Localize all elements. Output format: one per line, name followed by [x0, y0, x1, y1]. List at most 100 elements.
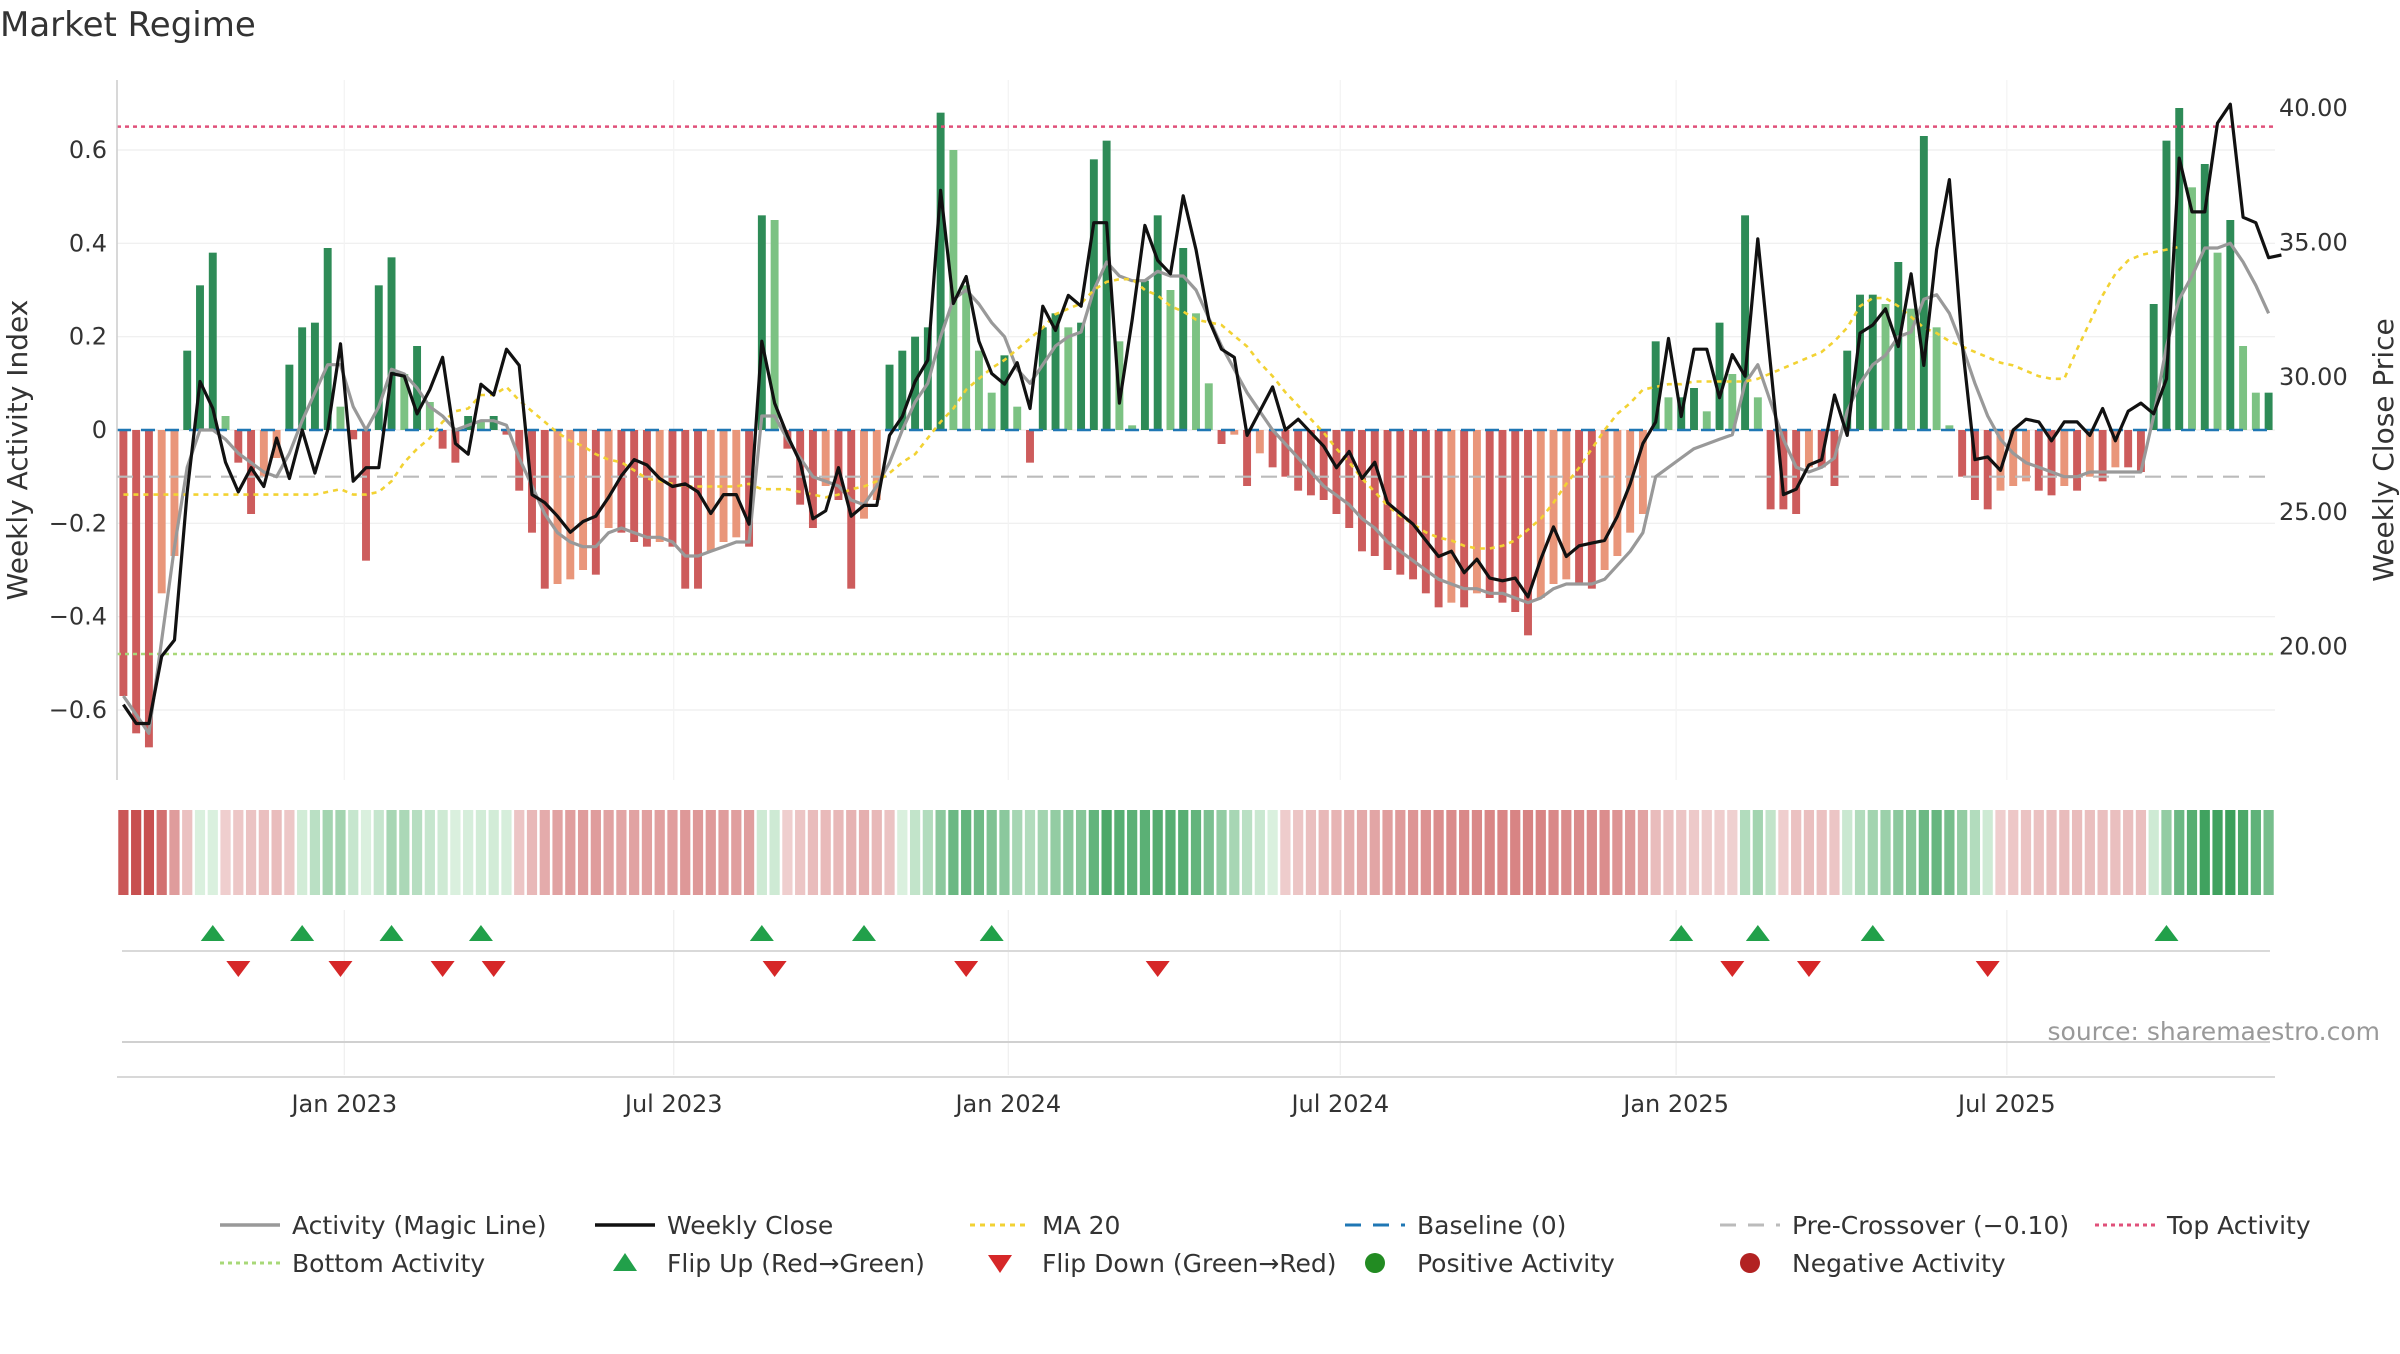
heat-cell [1165, 810, 1176, 895]
heat-cell [807, 810, 819, 895]
heat-cell [1829, 810, 1840, 895]
activity-bar [770, 220, 779, 430]
activity-bar [119, 430, 128, 696]
activity-bar [387, 257, 396, 430]
heat-cell [475, 810, 487, 895]
legend-label: Flip Up (Red→Green) [667, 1249, 925, 1278]
heat-cell [680, 810, 691, 895]
activity-bar [1434, 430, 1443, 608]
activity-bar [1702, 411, 1711, 430]
activity-bar [259, 430, 268, 477]
heat-cell [1535, 810, 1546, 895]
activity-bar [234, 430, 243, 463]
legend-item: Top Activity [2095, 1211, 2311, 1240]
right-tick-label: 20.00 [2279, 632, 2348, 660]
heat-cell [2250, 810, 2261, 895]
activity-bars [119, 108, 2273, 748]
left-tick-label: −0.6 [49, 696, 107, 724]
activity-bar [464, 416, 473, 430]
heat-cell [641, 810, 653, 895]
activity-bar [974, 350, 983, 430]
heat-cell [616, 810, 627, 895]
left-tick-label: −0.4 [49, 603, 107, 631]
activity-bar [196, 285, 204, 430]
heat-cell [1663, 810, 1674, 895]
activity-bar [502, 430, 511, 435]
heat-cell [1382, 810, 1393, 895]
flip-up-marker [1669, 925, 1694, 941]
heat-cell [1420, 810, 1431, 895]
activity-bar [1868, 294, 1877, 430]
activity-bar [2188, 187, 2196, 430]
heat-cell [1765, 810, 1776, 895]
heat-cell [1012, 810, 1023, 895]
gridlines [117, 80, 2275, 1075]
legend-item: Flip Up (Red→Green) [613, 1249, 925, 1278]
activity-bar [1166, 290, 1175, 430]
heat-cell [1714, 810, 1725, 895]
activity-bar [336, 406, 345, 430]
activity-bar [1051, 313, 1060, 430]
activity-bar [1281, 430, 1290, 477]
activity-bar [1651, 341, 1660, 430]
activity-bar [1179, 248, 1188, 430]
heat-cell [450, 810, 461, 895]
activity-bar [1460, 430, 1469, 608]
heat-cell [705, 810, 716, 895]
heat-cell [935, 810, 946, 895]
heat-cell [194, 810, 206, 895]
activity-bar [808, 430, 817, 528]
heat-cell [1395, 810, 1406, 895]
legend-label: Weekly Close [667, 1211, 833, 1240]
activity-bar [745, 430, 754, 547]
legend-item: Bottom Activity [220, 1249, 485, 1278]
heat-cell [1905, 810, 1917, 895]
heat-cell [1497, 810, 1508, 895]
heat-cell [1484, 810, 1495, 895]
activity-bar [719, 430, 728, 542]
heat-cell [1356, 810, 1368, 895]
heat-cell [552, 810, 563, 895]
heat-cell [948, 810, 959, 895]
activity-bar [1715, 322, 1724, 430]
heat-cell [782, 810, 793, 895]
heat-cell [1944, 810, 1955, 895]
heat-cell [1293, 810, 1304, 895]
heat-cell [871, 810, 882, 895]
heat-cell [603, 810, 614, 895]
flip-up-marker [979, 925, 1004, 941]
heat-cell [577, 810, 589, 895]
heat-cell [1344, 810, 1355, 895]
left-axis-title: Weekly Activity Index [1, 300, 34, 601]
heat-cell [1305, 810, 1317, 895]
activity-bar [425, 402, 434, 430]
activity-bar [451, 430, 460, 463]
heat-cell [858, 810, 870, 895]
heat-cell [629, 810, 640, 895]
activity-bar [1306, 430, 1315, 496]
activity-bar [2060, 430, 2069, 486]
heat-cell [1063, 810, 1074, 895]
activity-bar [1140, 280, 1149, 430]
activity-bar [1077, 322, 1086, 430]
heat-cell [1982, 810, 1993, 895]
heat-cell [2199, 810, 2210, 895]
x-axis: Jan 2023 Jul 2023 Jan 2024 Jul 2024 Jan 2025… [117, 1041, 2275, 1118]
activity-bar [1587, 430, 1596, 589]
heat-cell [1739, 810, 1751, 895]
heat-cell [2212, 810, 2223, 895]
heat-cell [2097, 810, 2108, 895]
heat-cell [514, 810, 525, 895]
activity-bar [1804, 430, 1813, 468]
right-tick-label: 30.00 [2279, 363, 2348, 391]
heat-cell [1752, 810, 1763, 895]
flip-up-marker [1860, 925, 1885, 941]
flip-up-marker [852, 925, 876, 941]
heat-cell [1727, 810, 1738, 895]
legend-label: Pre-Crossover (−0.10) [1792, 1211, 2069, 1240]
legend-label: Activity (Magic Line) [292, 1211, 546, 1240]
activity-bar [1447, 430, 1456, 603]
legend-item: Baseline (0) [1345, 1211, 1566, 1240]
activity-bar [1013, 406, 1022, 430]
